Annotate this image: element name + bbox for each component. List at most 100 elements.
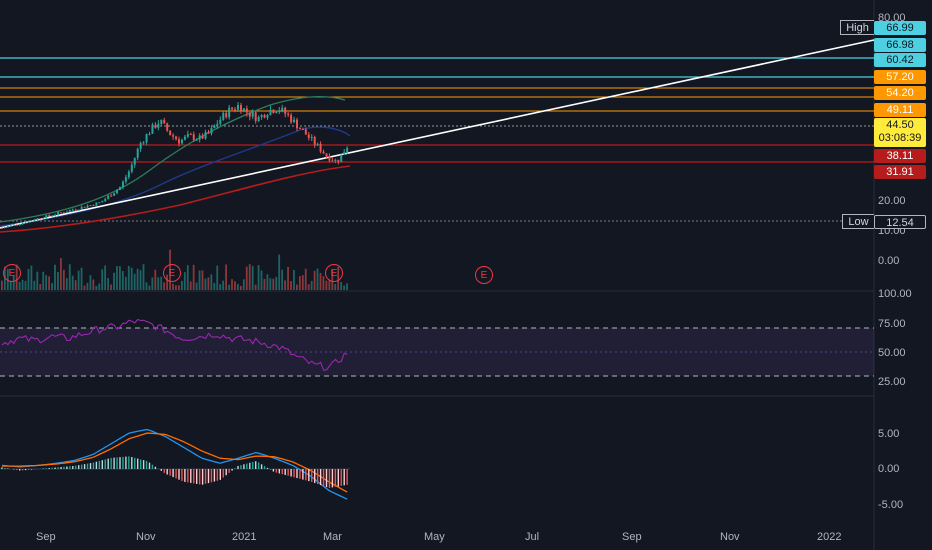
candle-body <box>80 206 83 210</box>
volume-bar <box>48 276 50 290</box>
volume-bar <box>110 284 112 290</box>
candle-body <box>89 205 92 207</box>
candle-body <box>51 215 54 217</box>
candle-body <box>151 124 154 134</box>
candle-body <box>133 157 136 165</box>
moving-average-100[interactable] <box>0 126 351 227</box>
volume-bar <box>116 266 118 290</box>
candle-body <box>207 131 210 134</box>
volume-bar <box>21 279 24 290</box>
macd-tick: 0.00 <box>878 463 900 475</box>
earnings-marker-2[interactable]: E <box>163 264 181 282</box>
candle-body <box>296 119 298 129</box>
volume-bar <box>334 283 337 290</box>
volume-bar <box>231 279 233 290</box>
volume-bar <box>33 280 36 290</box>
earnings-marker-3[interactable]: E <box>325 264 343 282</box>
trendline[interactable] <box>0 39 875 229</box>
rsi-tick: 100.00 <box>878 288 912 300</box>
candle-body <box>172 135 175 137</box>
volume-bar <box>248 264 251 290</box>
volume-bar <box>119 266 121 290</box>
candle-body <box>231 107 234 110</box>
volume-bar <box>142 264 145 290</box>
candle-body <box>36 218 39 221</box>
volume-bar <box>225 264 227 290</box>
candle-body <box>163 120 166 124</box>
rsi-tick: 25.00 <box>878 376 906 388</box>
candle-body <box>269 109 272 116</box>
candle-body <box>113 193 116 196</box>
candle-body <box>183 136 186 140</box>
volume-bar <box>325 280 328 290</box>
time-tick: Sep <box>622 531 642 543</box>
moving-average-50[interactable] <box>0 95 346 223</box>
rsi-tick: 50.00 <box>878 347 906 359</box>
candlesticks[interactable] <box>1 102 349 229</box>
level-tag-orange: 57.20 <box>874 70 926 84</box>
signal-line[interactable] <box>2 432 348 493</box>
volume-bar <box>1 280 3 290</box>
candle-body <box>15 224 18 226</box>
moving-average-200[interactable] <box>0 165 351 233</box>
candle-body <box>12 224 15 226</box>
candle-body <box>27 220 30 223</box>
volume-bar <box>322 276 325 290</box>
macd-pane[interactable] <box>0 428 350 500</box>
candle-body <box>127 171 130 178</box>
candle-body <box>225 113 228 118</box>
candle-body <box>319 143 322 152</box>
candle-body <box>260 114 263 117</box>
last-price-value: 44.50 <box>886 119 914 131</box>
candle-body <box>104 198 107 202</box>
rsi-tick: 75.00 <box>878 318 906 330</box>
volume-bar <box>163 282 166 290</box>
volume-bar <box>195 282 198 290</box>
volume-bar <box>316 268 319 290</box>
volume-bar <box>89 275 92 290</box>
candle-body <box>157 123 160 128</box>
earnings-marker-4[interactable]: E <box>475 266 493 284</box>
volume-bar <box>101 269 104 290</box>
candle-body <box>21 222 24 225</box>
candle-body <box>245 108 248 113</box>
volume-bar <box>290 281 292 290</box>
candle-body <box>136 148 139 158</box>
candle-body <box>74 209 77 211</box>
price-levels[interactable] <box>0 57 874 222</box>
candle-body <box>98 202 101 204</box>
macd-line[interactable] <box>1 428 348 500</box>
volume-bar <box>166 274 168 290</box>
volume-bar <box>80 267 83 290</box>
candle-body <box>198 135 201 140</box>
candle-body <box>65 211 68 213</box>
volume-bar <box>198 270 201 290</box>
level-tag-cyan: 60.42 <box>874 53 926 67</box>
candle-body <box>169 130 172 136</box>
candle-body <box>186 134 189 137</box>
candle-body <box>130 164 133 172</box>
volume-bar <box>45 275 48 290</box>
candle-body <box>239 105 242 112</box>
rsi-pane[interactable] <box>1 318 348 371</box>
volume-bar <box>304 268 307 290</box>
candle-body <box>95 202 98 206</box>
volume-bar <box>54 264 56 290</box>
volume-bar <box>12 275 15 290</box>
volume-bar <box>124 276 127 290</box>
candle-body <box>192 134 195 140</box>
rsi-line[interactable] <box>1 318 348 371</box>
candle-body <box>48 215 51 217</box>
candle-body <box>68 210 71 212</box>
candle-body <box>18 224 21 226</box>
earnings-marker-1[interactable]: E <box>3 264 21 282</box>
candle-body <box>154 124 157 128</box>
volume-bar <box>175 285 177 290</box>
candle-body <box>45 215 48 219</box>
candle-body <box>148 133 151 135</box>
candle-body <box>145 134 148 143</box>
volume-bar <box>239 285 242 290</box>
candle-body <box>195 139 198 141</box>
candle-body <box>263 114 266 118</box>
